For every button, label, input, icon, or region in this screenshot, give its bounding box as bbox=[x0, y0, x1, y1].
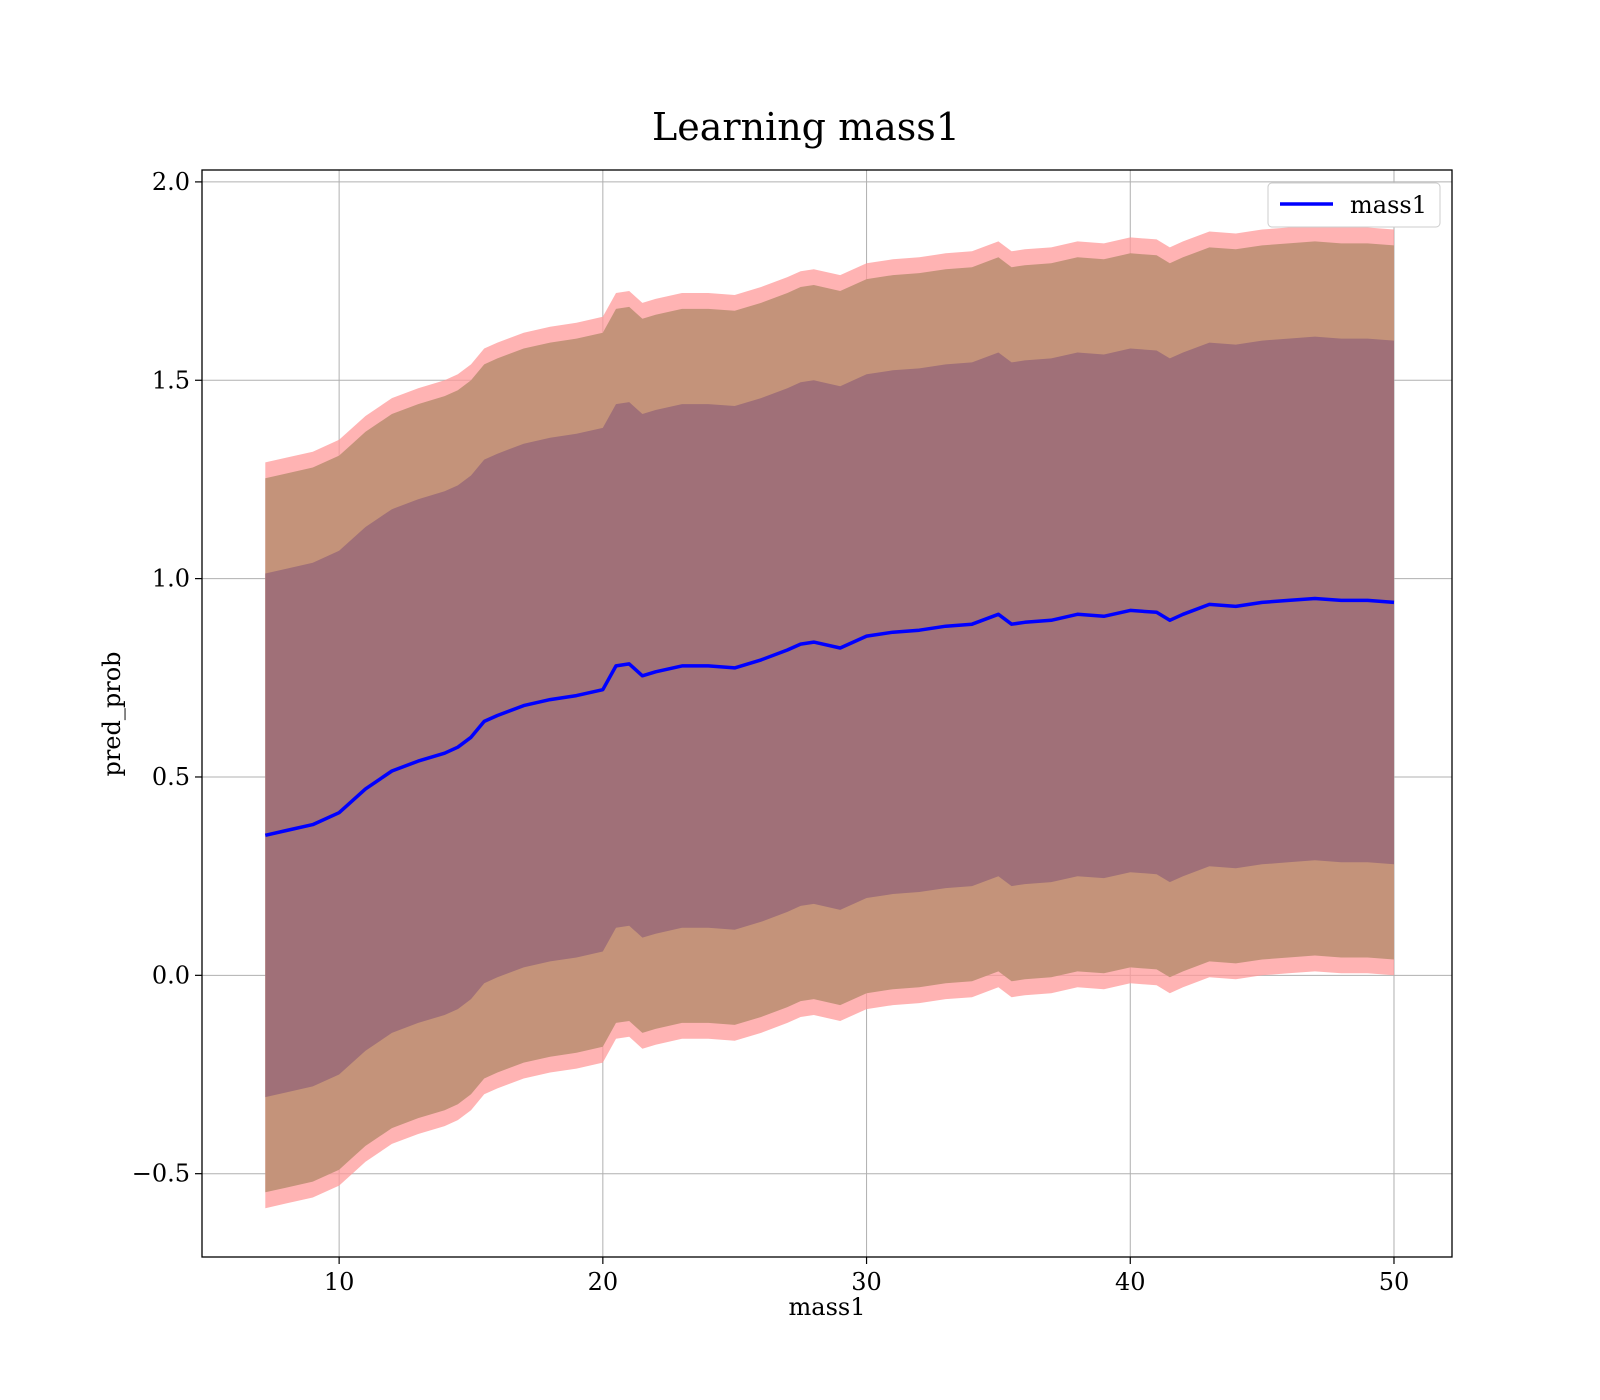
x-axis-ticks: 10 20 30 40 50 bbox=[324, 1257, 1409, 1296]
series-line-group bbox=[264, 596, 1395, 838]
y-tick-label: 1.0 bbox=[152, 565, 190, 593]
y-axis-ticks: −0.5 0.0 0.5 1.0 1.5 2.0 bbox=[132, 168, 202, 1188]
series-line-mass1 bbox=[264, 596, 1395, 838]
plot-frame bbox=[201, 169, 1453, 1258]
legend: mass1 bbox=[1267, 182, 1441, 228]
x-tick-label: 20 bbox=[588, 1268, 619, 1296]
legend-box bbox=[1267, 182, 1441, 228]
band-1-sigma bbox=[265, 336, 1394, 1098]
y-axis-label: pred_prob bbox=[98, 651, 126, 776]
y-tick-label: 0.0 bbox=[152, 961, 190, 989]
error-bands bbox=[265, 225, 1394, 1209]
legend-label-mass1: mass1 bbox=[1350, 191, 1427, 219]
x-tick-label: 10 bbox=[324, 1268, 355, 1296]
x-tick-label: 30 bbox=[851, 1268, 882, 1296]
y-tick-label: 0.5 bbox=[152, 763, 190, 791]
x-axis-label: mass1 bbox=[789, 1293, 866, 1321]
y-tick-label: −0.5 bbox=[132, 1160, 190, 1188]
x-tick-label: 40 bbox=[1115, 1268, 1146, 1296]
y-tick-label: 2.0 bbox=[152, 168, 190, 196]
x-tick-label: 50 bbox=[1379, 1268, 1410, 1296]
y-tick-label: 1.5 bbox=[152, 366, 190, 394]
chart-title: Learning mass1 bbox=[652, 105, 960, 149]
